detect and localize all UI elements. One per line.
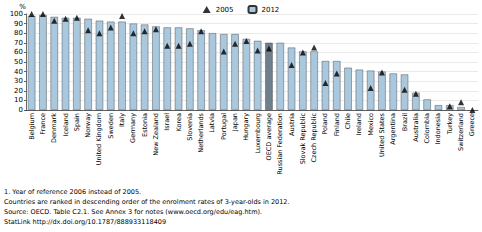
svg-text:Belgium: Belgium [28, 113, 36, 140]
svg-text:0: 0 [19, 106, 23, 114]
svg-text:Luxembourg: Luxembourg [254, 113, 262, 154]
svg-text:Israel: Israel [163, 113, 171, 131]
svg-text:Japan: Japan [231, 113, 239, 132]
svg-text:Austria: Austria [288, 113, 296, 136]
svg-text:70: 70 [14, 39, 23, 47]
svg-text:Latvia: Latvia [208, 113, 216, 133]
svg-text:2012: 2012 [262, 6, 280, 14]
svg-text:France: France [39, 113, 47, 135]
svg-text:Indonesia: Indonesia [434, 113, 442, 144]
svg-text:Spain: Spain [73, 113, 81, 131]
svg-text:Australia: Australia [412, 113, 420, 142]
svg-text:80: 80 [14, 29, 23, 37]
svg-text:Argentina: Argentina [389, 113, 397, 145]
svg-text:New Zealand: New Zealand [152, 113, 160, 156]
svg-text:Korea: Korea [175, 113, 183, 131]
svg-text:20: 20 [14, 87, 23, 95]
svg-text:Denmark: Denmark [50, 113, 58, 143]
svg-text:Slovak Republic: Slovak Republic [299, 113, 307, 165]
svg-text:Germany: Germany [129, 113, 137, 143]
svg-text:Poland: Poland [321, 113, 329, 135]
svg-text:United Kingdom: United Kingdom [95, 113, 103, 165]
svg-text:60: 60 [14, 48, 23, 56]
svg-text:Turkey: Turkey [446, 113, 454, 135]
svg-text:2005: 2005 [216, 6, 234, 14]
svg-text:Sweden: Sweden [107, 113, 115, 139]
svg-text:Mexico: Mexico [367, 113, 375, 136]
svg-text:30: 30 [14, 77, 23, 85]
svg-text:United States: United States [378, 112, 386, 157]
svg-text:Czech Republic: Czech Republic [310, 113, 318, 163]
svg-text:90: 90 [14, 20, 23, 28]
svg-text:Source: OECD. Table C2.1. See: Source: OECD. Table C2.1. See Annex 3 fo… [4, 208, 262, 216]
svg-text:Hungary: Hungary [242, 113, 250, 141]
svg-text:OECD average: OECD average [265, 113, 273, 160]
svg-text:Countries are ranked in descen: Countries are ranked in descending order… [4, 198, 290, 206]
svg-text:Norway: Norway [84, 113, 92, 138]
svg-text:StatLink http://dx.doi.org/10.: StatLink http://dx.doi.org/10.1787/88893… [4, 218, 166, 226]
svg-text:Slovenia: Slovenia [186, 113, 194, 141]
svg-text:Russian Federation: Russian Federation [276, 113, 284, 175]
svg-text:10: 10 [14, 96, 23, 104]
svg-text:Colombia: Colombia [423, 113, 431, 144]
svg-text:100: 100 [10, 10, 23, 18]
svg-text:Greece: Greece [468, 113, 476, 136]
svg-text:1. Year of reference 2006 inst: 1. Year of reference 2006 instead of 200… [4, 188, 141, 196]
svg-text:50: 50 [14, 58, 23, 66]
svg-text:Estonia: Estonia [141, 113, 149, 137]
svg-text:Netherlands: Netherlands [197, 112, 205, 152]
svg-text:Chile: Chile [344, 113, 352, 129]
svg-text:Iceland: Iceland [62, 113, 70, 137]
svg-text:Ireland: Ireland [355, 113, 363, 135]
svg-text:Brazil: Brazil [401, 113, 409, 131]
svg-text:Switzerland: Switzerland [457, 113, 465, 151]
svg-text:40: 40 [14, 68, 23, 76]
svg-text:Portugal: Portugal [220, 113, 228, 140]
svg-text:Finland: Finland [333, 113, 341, 136]
svg-text:Italy: Italy [118, 113, 126, 127]
